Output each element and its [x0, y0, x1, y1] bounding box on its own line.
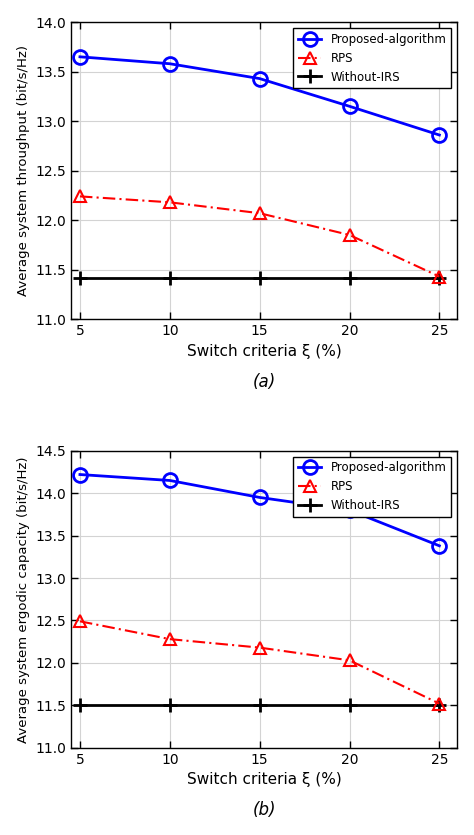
Without-IRS: [437, 272, 442, 282]
Without-IRS: [77, 701, 83, 711]
Line: Without-IRS: Without-IRS: [73, 698, 447, 712]
Without-IRS: [257, 272, 263, 282]
RPS: [346, 230, 352, 240]
Without-IRS: [167, 272, 173, 282]
RPS: [77, 616, 83, 626]
RPS: [77, 191, 83, 201]
Line: RPS: RPS: [73, 615, 446, 710]
Proposed-algorithm: [77, 469, 83, 479]
Without-IRS: [346, 272, 352, 282]
Without-IRS: [167, 701, 173, 711]
Proposed-algorithm: [437, 541, 442, 551]
Line: RPS: RPS: [73, 190, 446, 283]
Line: Proposed-algorithm: Proposed-algorithm: [73, 468, 447, 553]
RPS: [437, 699, 442, 709]
RPS: [257, 208, 263, 218]
Without-IRS: [257, 701, 263, 711]
X-axis label: Switch criteria ξ (%): Switch criteria ξ (%): [187, 772, 342, 787]
Proposed-algorithm: [346, 101, 352, 111]
X-axis label: Switch criteria ξ (%): Switch criteria ξ (%): [187, 343, 342, 358]
RPS: [167, 197, 173, 207]
RPS: [346, 655, 352, 665]
Y-axis label: Average system throughput (bit/s/Hz): Average system throughput (bit/s/Hz): [17, 45, 30, 296]
Line: Proposed-algorithm: Proposed-algorithm: [73, 50, 447, 142]
Y-axis label: Average system ergodic capacity (bit/s/Hz): Average system ergodic capacity (bit/s/H…: [17, 456, 30, 742]
Without-IRS: [346, 701, 352, 711]
Proposed-algorithm: [257, 493, 263, 503]
Proposed-algorithm: [346, 505, 352, 515]
RPS: [437, 271, 442, 281]
Proposed-algorithm: [167, 58, 173, 68]
RPS: [257, 643, 263, 653]
Text: (b): (b): [252, 801, 276, 819]
Without-IRS: [437, 701, 442, 711]
Proposed-algorithm: [167, 475, 173, 485]
Line: Without-IRS: Without-IRS: [73, 271, 447, 285]
Proposed-algorithm: [437, 130, 442, 140]
Legend: Proposed-algorithm, RPS, Without-IRS: Proposed-algorithm, RPS, Without-IRS: [293, 457, 451, 517]
Proposed-algorithm: [77, 52, 83, 62]
RPS: [167, 634, 173, 644]
Proposed-algorithm: [257, 73, 263, 84]
Text: (a): (a): [253, 372, 276, 391]
Legend: Proposed-algorithm, RPS, Without-IRS: Proposed-algorithm, RPS, Without-IRS: [293, 28, 451, 89]
Without-IRS: [77, 272, 83, 282]
